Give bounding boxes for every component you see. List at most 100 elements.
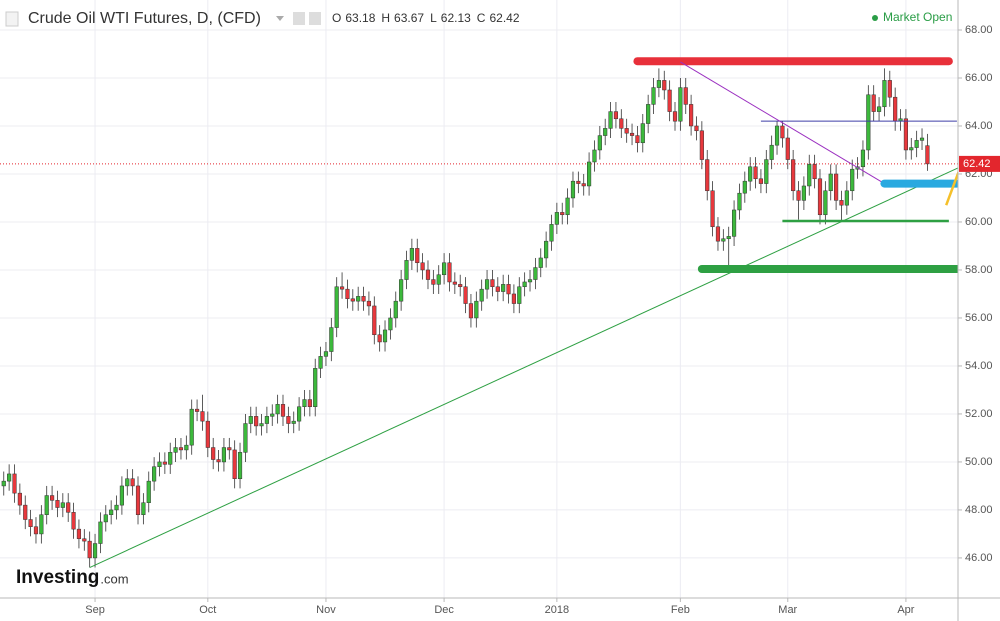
candle-body [39,514,44,535]
candle-body [903,118,908,151]
ohlc-key: O [332,11,341,25]
market-status: Market Open [883,10,952,24]
candle-body [420,262,425,271]
candle-body [275,404,280,415]
candle-body [689,104,694,127]
candle-body [71,512,76,530]
candle-body [651,87,656,105]
candle-body [243,423,248,453]
y-tick-label: 58.00 [965,264,993,276]
ohlc-key: H [381,11,390,25]
candle-body [323,351,329,357]
candle-body [667,89,672,112]
price-marker-box [959,155,1000,172]
dropdown-arrow[interactable] [276,16,284,21]
x-tick-label: Sep [85,604,105,616]
candle-body [141,502,146,515]
candle-body [409,248,414,261]
candle-body [506,284,511,295]
candle-body [366,300,371,307]
candle-body [839,200,844,206]
candle-body [382,329,388,343]
candle-body [533,267,538,280]
candle-body [146,480,151,503]
candle-body [705,159,710,192]
candle-body [356,296,361,302]
candle-body [629,132,635,136]
candle-body [565,197,570,216]
candle-body [7,473,12,482]
candle-body [495,286,500,292]
candle-body [415,248,420,264]
candle-body [33,526,39,535]
candle-body [286,416,291,424]
candle-body [812,164,817,180]
candle-body [646,104,651,124]
candle-body [785,137,790,160]
candle-body [678,87,683,122]
candle-body [17,492,22,506]
ohlc-key: C [477,11,486,25]
drawn-line [89,167,959,568]
candle-body [758,178,763,184]
candle-body [23,504,28,520]
candle-body [307,399,312,407]
candle-body [887,80,892,98]
candle-body [764,159,769,184]
remove-icon[interactable] [309,12,321,25]
candle-body [662,80,667,91]
candle-body [544,240,549,259]
candle-body [259,423,264,427]
candle-body [463,286,468,304]
y-tick-label: 54.00 [965,360,993,372]
candle-body [425,269,431,280]
candle-body [640,123,645,144]
candle-body [715,226,721,242]
ohlc-value: 62.13 [441,11,471,25]
candle-body [237,452,243,479]
candle-body [511,293,516,304]
candle-body [152,466,157,482]
candle-body [377,334,382,343]
candle-body [914,140,919,148]
x-tick-label: Mar [778,604,797,616]
candle-body [291,420,296,424]
candle-body [200,411,205,422]
settings-icon[interactable] [293,12,305,25]
candle-body [125,478,130,487]
candle-body [635,135,640,144]
candle-body [119,485,124,506]
candle-body [753,166,758,180]
y-tick-label: 56.00 [965,312,993,324]
candle-body [683,87,688,105]
candle-body [227,447,232,451]
candle-body [796,190,801,201]
candle-body [232,449,237,479]
grid [0,0,958,598]
ohlc-key: L [430,11,437,25]
candle-body [501,284,506,292]
candle-body [388,317,393,331]
watermark-suffix: .com [100,571,128,586]
candle-body [184,444,189,451]
candle-body [221,447,227,463]
candle-body [624,128,629,134]
candle-body [399,279,404,302]
candle-body [527,279,533,283]
candle-body [55,500,60,508]
candle-body [538,257,543,268]
collapse-button[interactable] [5,11,19,27]
chart-title: Crude Oil WTI Futures, D, (CFD) [28,10,261,27]
candle-body [178,447,184,451]
x-tick-label: Oct [199,604,216,616]
candle-body [560,212,565,216]
ohlc-value: 62.42 [489,11,519,25]
candle-body [404,260,409,280]
x-tick-label: Feb [671,604,690,616]
candle-body [318,356,323,369]
candle-body [909,147,914,151]
candle-body [189,408,194,446]
candle-body [393,300,398,319]
candle-body [721,238,726,242]
